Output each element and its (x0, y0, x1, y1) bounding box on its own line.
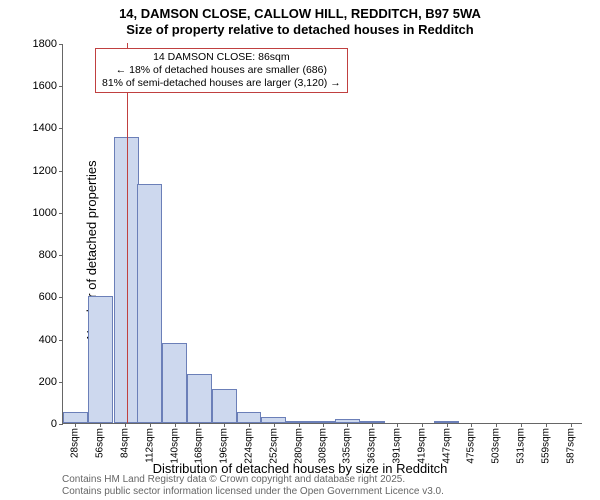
annotation-line2: ← 18% of detached houses are smaller (68… (102, 64, 341, 77)
x-tick-mark (299, 423, 300, 427)
y-tick-mark (59, 382, 63, 383)
y-tick-mark (59, 128, 63, 129)
histogram-bar (137, 184, 162, 423)
x-tick-label: 168sqm (194, 428, 205, 464)
x-tick-mark (224, 423, 225, 427)
plot-area: 02004006008001000120014001600180028sqm56… (62, 44, 582, 424)
y-tick-mark (59, 297, 63, 298)
x-tick-label: 391sqm (391, 428, 402, 464)
annotation-line3: 81% of semi-detached houses are larger (… (102, 77, 341, 90)
x-tick-mark (249, 423, 250, 427)
annotation-box: 14 DAMSON CLOSE: 86sqm← 18% of detached … (95, 48, 348, 93)
histogram-bar (187, 374, 212, 423)
x-tick-mark (323, 423, 324, 427)
x-tick-label: 363sqm (367, 428, 378, 464)
x-tick-mark (422, 423, 423, 427)
x-tick-label: 252sqm (268, 428, 279, 464)
x-tick-mark (100, 423, 101, 427)
x-tick-mark (397, 423, 398, 427)
x-tick-label: 587sqm (565, 428, 576, 464)
x-tick-mark (274, 423, 275, 427)
histogram-bar (212, 389, 237, 423)
x-tick-mark (447, 423, 448, 427)
y-tick-mark (59, 340, 63, 341)
property-marker-line (127, 43, 128, 423)
x-tick-mark (496, 423, 497, 427)
y-tick-mark (59, 255, 63, 256)
x-tick-mark (150, 423, 151, 427)
x-tick-label: 112sqm (144, 428, 155, 463)
y-tick-mark (59, 171, 63, 172)
attribution-footer: Contains HM Land Registry data © Crown c… (62, 474, 444, 498)
property-size-histogram: 14, DAMSON CLOSE, CALLOW HILL, REDDITCH,… (0, 0, 600, 500)
footer-line1: Contains HM Land Registry data © Crown c… (62, 474, 444, 486)
y-tick-mark (59, 86, 63, 87)
x-tick-label: 335sqm (342, 428, 353, 464)
chart-title-line1: 14, DAMSON CLOSE, CALLOW HILL, REDDITCH,… (0, 6, 600, 21)
x-tick-label: 56sqm (95, 428, 106, 458)
histogram-bar (88, 296, 113, 423)
x-tick-mark (199, 423, 200, 427)
x-tick-mark (521, 423, 522, 427)
x-tick-label: 140sqm (169, 428, 180, 464)
x-tick-mark (471, 423, 472, 427)
x-tick-label: 28sqm (70, 428, 81, 458)
x-tick-mark (372, 423, 373, 427)
x-tick-mark (571, 423, 572, 427)
x-tick-label: 84sqm (120, 428, 131, 458)
chart-title-line2: Size of property relative to detached ho… (0, 22, 600, 37)
x-tick-label: 308sqm (318, 428, 329, 464)
x-tick-label: 419sqm (416, 428, 427, 464)
x-tick-label: 447sqm (441, 428, 452, 464)
x-tick-mark (125, 423, 126, 427)
y-tick-mark (59, 44, 63, 45)
x-tick-label: 531sqm (515, 428, 526, 464)
x-tick-mark (175, 423, 176, 427)
x-tick-label: 503sqm (491, 428, 502, 464)
x-tick-mark (546, 423, 547, 427)
x-tick-label: 475sqm (466, 428, 477, 464)
y-tick-mark (59, 213, 63, 214)
footer-line2: Contains public sector information licen… (62, 486, 444, 498)
y-tick-mark (59, 424, 63, 425)
histogram-bar (162, 343, 187, 423)
x-tick-label: 224sqm (244, 428, 255, 464)
x-tick-label: 280sqm (293, 428, 304, 464)
histogram-bar (63, 412, 88, 423)
annotation-line1: 14 DAMSON CLOSE: 86sqm (102, 51, 341, 64)
histogram-bar (237, 412, 262, 423)
x-tick-mark (347, 423, 348, 427)
x-tick-label: 559sqm (540, 428, 551, 464)
x-tick-label: 196sqm (219, 428, 230, 464)
x-tick-mark (75, 423, 76, 427)
